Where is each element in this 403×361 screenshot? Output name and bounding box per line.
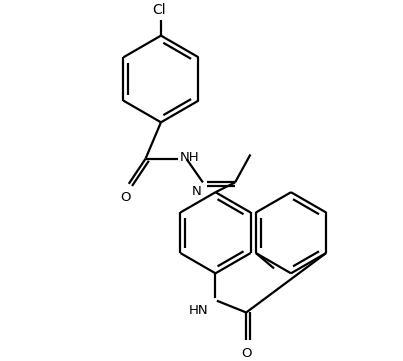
Text: HN: HN [189,304,208,317]
Text: Cl: Cl [153,4,166,17]
Text: NH: NH [180,151,199,164]
Text: O: O [241,347,251,360]
Text: O: O [121,191,131,204]
Text: N: N [192,185,202,198]
